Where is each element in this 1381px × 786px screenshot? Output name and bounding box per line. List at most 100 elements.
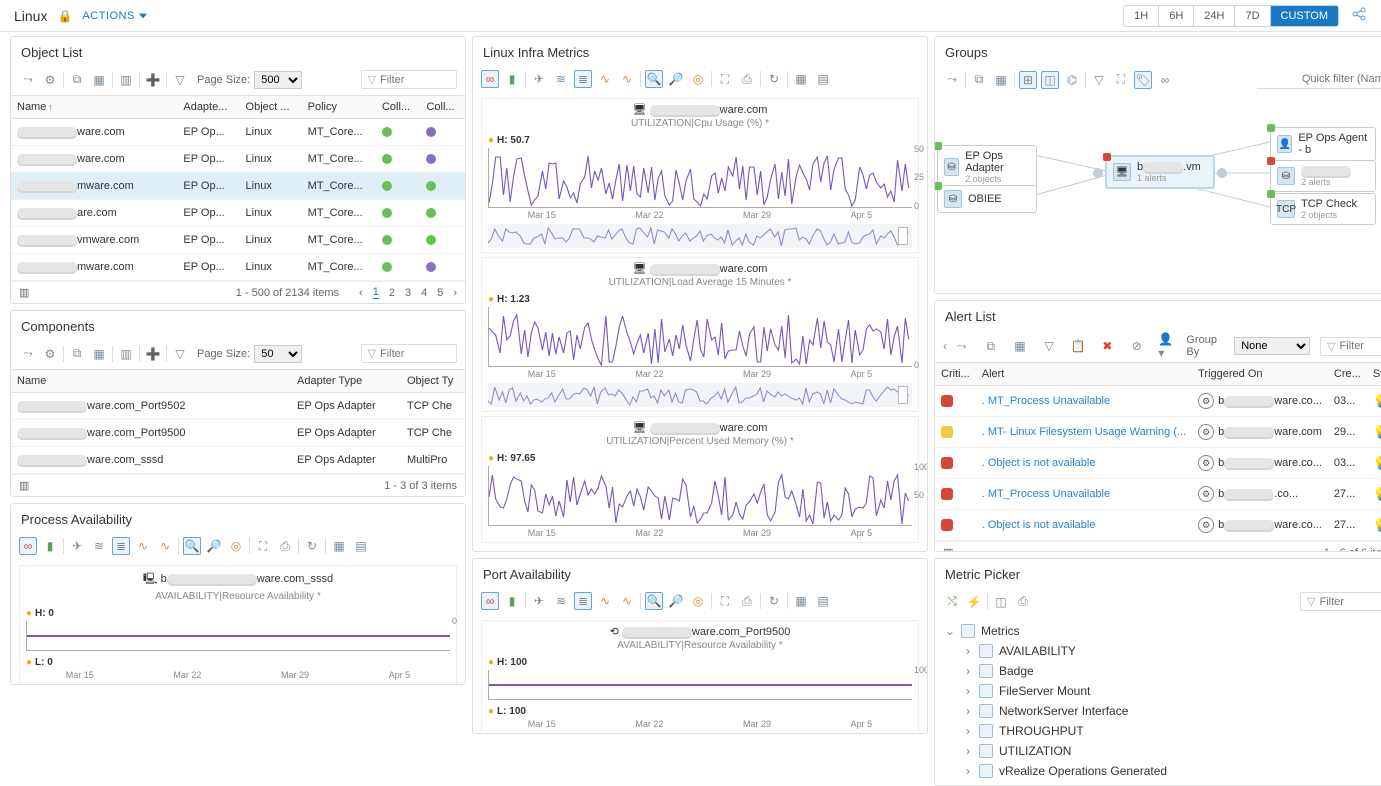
chart-icon[interactable]: ▥ [117, 345, 135, 363]
time-7d[interactable]: 7D [1234, 6, 1269, 26]
copy-icon[interactable]: ⧉ [982, 337, 999, 355]
tree-icon[interactable]: ⌬ [1063, 71, 1081, 89]
table-row[interactable]: ware.com_Port9500EP Ops AdapterTCP Che [11, 420, 465, 447]
funnel-icon[interactable]: ▽ [1090, 71, 1108, 89]
node-obiee[interactable]: ⛁ OBIEE [937, 185, 1037, 213]
save-icon[interactable]: ⎙ [1014, 593, 1032, 611]
table-row[interactable]: mware.comEP Op...LinuxMT_Core... [11, 254, 465, 281]
barchart-icon[interactable]: ▮ [503, 70, 521, 88]
grid2-icon[interactable]: ▦ [792, 70, 810, 88]
columns-icon[interactable]: ▥ [943, 546, 953, 552]
page-1[interactable]: 1 [373, 286, 379, 299]
shuffle-icon[interactable]: ⤭ [943, 593, 961, 611]
chart-icon[interactable]: ▥ [117, 71, 135, 89]
table-row[interactable]: ware.comEP Op...LinuxMT_Core... [11, 146, 465, 173]
refresh-icon[interactable]: ↻ [303, 537, 321, 555]
col-policy[interactable]: Policy [302, 96, 376, 119]
col-status[interactable]: Statu [1367, 363, 1381, 386]
grid2-icon[interactable]: ▦ [330, 537, 348, 555]
view2-icon[interactable]: ◫ [1041, 71, 1059, 89]
col-name[interactable]: Name [11, 370, 291, 393]
groupby-select[interactable]: None [1234, 337, 1310, 355]
plane-icon[interactable]: ✈ [530, 592, 548, 610]
filter-icon[interactable]: ▽ [171, 71, 189, 89]
gear-icon[interactable]: ⚙ [41, 71, 59, 89]
action-icon[interactable]: ⚡ [965, 593, 983, 611]
save-icon[interactable]: ⎙ [276, 537, 294, 555]
zoomout-icon[interactable]: 🔎 [667, 70, 685, 88]
tree-item[interactable]: ›vRealize Operations Generated [945, 761, 1381, 781]
groups-graph[interactable]: ⛁ EP Ops Adapter2 objects ⛁ OBIEE 🖥 b.vm… [935, 95, 1381, 293]
view1-icon[interactable]: ⊞ [1019, 71, 1037, 89]
user-icon[interactable]: 👤▾ [1157, 337, 1174, 355]
zoom-icon[interactable]: 🔍 [645, 592, 663, 610]
object-filter[interactable]: ▽ [361, 70, 457, 89]
link-icon[interactable]: ∞ [481, 592, 499, 610]
time-24h[interactable]: 24H [1193, 6, 1234, 26]
wave1-icon[interactable]: ∿ [596, 592, 614, 610]
node-alerts[interactable]: ⛁ 2 alerts [1270, 160, 1376, 192]
tree-item[interactable]: ›THROUGHPUT [945, 721, 1381, 741]
stack-icon[interactable]: ≣ [574, 592, 592, 610]
barchart-icon[interactable]: ▮ [41, 537, 59, 555]
hierarchy-icon[interactable]: ⤳ [953, 337, 970, 355]
hierarchy-icon[interactable]: ⤳ [19, 345, 37, 363]
wave1-icon[interactable]: ∿ [134, 537, 152, 555]
calendar-icon[interactable]: ▤ [814, 592, 832, 610]
col-crit[interactable]: Criti... [935, 363, 976, 386]
grid-icon[interactable]: ▦ [1011, 337, 1028, 355]
col-triggered[interactable]: Triggered On [1192, 363, 1328, 386]
copy-icon[interactable]: ⧉ [68, 71, 86, 89]
grid-icon[interactable]: ▦ [90, 345, 108, 363]
split-icon[interactable]: ≋ [552, 592, 570, 610]
actions-menu[interactable]: ACTIONS [82, 10, 146, 22]
col-object[interactable]: Object ... [240, 96, 302, 119]
refresh-icon[interactable]: ↻ [765, 70, 783, 88]
refresh-icon[interactable]: ↻ [765, 592, 783, 610]
pagesize-select[interactable]: 50 [254, 345, 302, 363]
hierarchy-icon[interactable]: ⤳ [943, 71, 961, 89]
stack-icon[interactable]: ≣ [112, 537, 130, 555]
share-icon[interactable] [1351, 6, 1367, 25]
components-filter-input[interactable] [380, 348, 450, 360]
tree-item[interactable]: ›AVAILABILITY [945, 641, 1381, 661]
object-filter-input[interactable] [380, 74, 450, 86]
split-icon[interactable]: ≋ [90, 537, 108, 555]
time-6h[interactable]: 6H [1158, 6, 1193, 26]
node-epops-agent[interactable]: 👤 EP Ops Agent - b [1270, 127, 1376, 161]
target-icon[interactable]: ◎ [689, 70, 707, 88]
nav-prev-icon[interactable]: ‹ [943, 339, 947, 353]
col-alert[interactable]: Alert [976, 363, 1192, 386]
calendar-icon[interactable]: ▤ [352, 537, 370, 555]
table-row[interactable]: ware.com_Port9502EP Ops AdapterTCP Che [11, 393, 465, 420]
wave2-icon[interactable]: ∿ [618, 70, 636, 88]
page-prev[interactable]: ‹ [359, 287, 363, 299]
copy-icon[interactable]: ⧉ [68, 345, 86, 363]
tree-item[interactable]: ›Badge [945, 661, 1381, 681]
tag-icon[interactable]: 🏷 [1134, 71, 1152, 89]
close-icon[interactable]: ✖ [1099, 337, 1116, 355]
wave2-icon[interactable]: ∿ [618, 592, 636, 610]
page-2[interactable]: 2 [389, 287, 395, 299]
zoom-icon[interactable]: 🔍 [645, 70, 663, 88]
expand-icon[interactable]: ⛶ [716, 70, 734, 88]
calendar-icon[interactable]: ▤ [814, 70, 832, 88]
clip-icon[interactable]: 📋 [1070, 337, 1087, 355]
save-icon[interactable]: ⎙ [738, 70, 756, 88]
zoomout-icon[interactable]: 🔎 [667, 592, 685, 610]
link-icon[interactable]: ∞ [481, 70, 499, 88]
alert-row[interactable]: . MT_Process Unavailable ⚙bware.co... 03… [935, 386, 1381, 417]
components-filter[interactable]: ▽ [361, 344, 457, 363]
expand-icon[interactable]: ⛶ [1112, 71, 1130, 89]
table-row[interactable]: ware.comEP Op...LinuxMT_Core... [11, 119, 465, 146]
link2-icon[interactable]: ∞ [1156, 71, 1174, 89]
table-row[interactable]: vmware.comEP Op...LinuxMT_Core... [11, 227, 465, 254]
columns-icon[interactable]: ▥ [19, 286, 29, 299]
page-4[interactable]: 4 [421, 287, 427, 299]
link-icon[interactable]: ∞ [19, 537, 37, 555]
save-icon[interactable]: ⎙ [738, 592, 756, 610]
alert-filter[interactable]: ▽ [1320, 337, 1381, 356]
alert-row[interactable]: . MT- Linux Filesystem Usage Warning (..… [935, 417, 1381, 448]
groups-quick-filter[interactable] [1257, 70, 1381, 89]
funnel-icon[interactable]: ▽ [1041, 337, 1058, 355]
